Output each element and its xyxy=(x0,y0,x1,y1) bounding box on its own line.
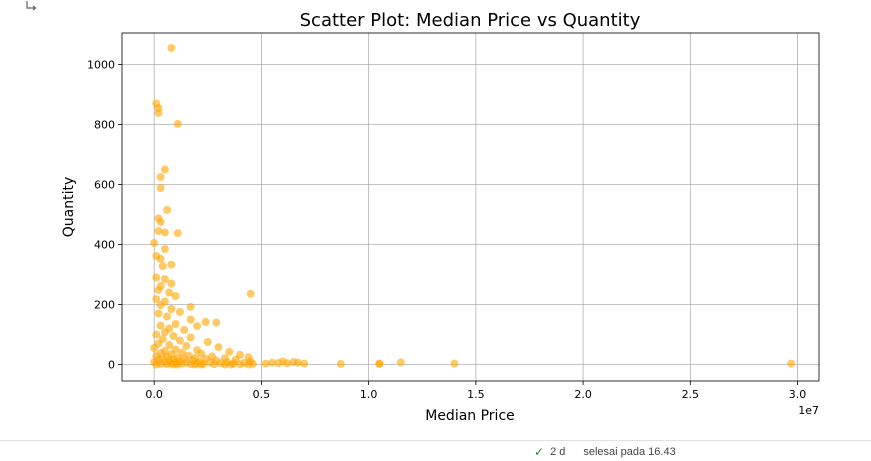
data-point xyxy=(212,318,221,327)
data-point xyxy=(152,295,161,304)
data-point xyxy=(160,245,169,253)
axis-ticks: 0.0 0.5 1.0 1.5 2.0 2.5 3.0 0 200 400 600 800 1000 xyxy=(87,59,806,402)
x-tick-label: 0.5 xyxy=(253,388,271,401)
data-point xyxy=(154,109,163,118)
data-point xyxy=(165,341,174,349)
data-point xyxy=(156,173,165,181)
data-point xyxy=(235,360,244,369)
y-tick-label: 200 xyxy=(94,299,115,312)
x-axis-label: Median Price xyxy=(425,408,515,424)
data-point xyxy=(156,321,165,330)
data-point xyxy=(150,239,159,247)
data-point xyxy=(152,330,161,339)
x-tick-label: 0.0 xyxy=(145,388,163,401)
data-point xyxy=(173,119,182,128)
data-point xyxy=(186,315,195,324)
x-tick-label: 1.0 xyxy=(360,388,378,401)
data-point xyxy=(160,165,169,174)
data-point xyxy=(182,341,191,350)
y-tick-label: 800 xyxy=(94,119,115,132)
data-point xyxy=(336,359,345,368)
data-point xyxy=(193,322,202,331)
data-point xyxy=(167,279,176,288)
data-point xyxy=(156,218,165,226)
data-point xyxy=(163,360,172,369)
y-tick-label: 400 xyxy=(94,239,115,252)
data-point xyxy=(160,328,169,337)
data-point xyxy=(190,360,199,369)
data-point xyxy=(450,359,459,368)
data-point xyxy=(167,44,176,52)
data-point xyxy=(175,308,184,316)
x-axis-offset-text: 1e7 xyxy=(798,404,819,417)
x-tick-label: 2.0 xyxy=(574,388,592,401)
data-point xyxy=(268,358,277,367)
data-point xyxy=(154,286,163,295)
data-point xyxy=(154,309,163,318)
data-point xyxy=(227,360,236,369)
data-point xyxy=(152,273,161,282)
output-arrow-icon xyxy=(26,1,37,11)
data-point xyxy=(197,360,206,369)
x-tick-label: 2.5 xyxy=(682,388,700,401)
scatter-chart: 0.0 0.5 1.0 1.5 2.0 2.5 3.0 0 200 400 600 800 1000 S… xyxy=(61,10,820,424)
data-point xyxy=(163,206,172,214)
data-point xyxy=(186,302,195,311)
data-point xyxy=(163,312,172,321)
data-point xyxy=(150,344,159,352)
y-tick-label: 1000 xyxy=(87,59,115,72)
data-point xyxy=(293,358,302,367)
data-point xyxy=(246,289,255,298)
x-tick-label: 3.0 xyxy=(789,388,807,401)
data-point xyxy=(396,358,405,367)
data-points xyxy=(150,44,796,369)
data-point xyxy=(300,359,309,368)
data-point xyxy=(173,229,182,238)
data-point xyxy=(203,338,212,346)
data-point xyxy=(167,305,176,313)
data-point xyxy=(201,317,210,326)
plot-frame xyxy=(121,32,820,382)
data-point xyxy=(214,343,223,352)
y-tick-label: 600 xyxy=(94,179,115,192)
data-point xyxy=(171,320,180,328)
data-point xyxy=(210,360,219,369)
y-tick-label: 0 xyxy=(108,359,115,372)
data-point xyxy=(175,336,184,345)
data-point xyxy=(165,288,174,297)
data-point xyxy=(225,347,234,356)
data-point xyxy=(158,262,167,271)
x-tick-label: 1.5 xyxy=(467,388,485,401)
data-point xyxy=(152,360,161,369)
cell-footer-divider xyxy=(0,440,871,441)
execution-finished-time: selesai pada 16.43 xyxy=(583,446,676,458)
data-point xyxy=(156,184,165,193)
chart-title: Scatter Plot: Median Price vs Quantity xyxy=(300,10,641,31)
data-point xyxy=(787,359,796,368)
data-point xyxy=(160,228,169,237)
grid-lines xyxy=(122,33,819,381)
data-point xyxy=(169,332,178,340)
data-point xyxy=(171,292,180,301)
y-axis-label: Quantity xyxy=(61,177,77,238)
execution-status: ✓ 2 d selesai pada 16.43 xyxy=(534,444,676,460)
data-point xyxy=(167,260,176,269)
data-point xyxy=(169,360,178,369)
data-point xyxy=(283,359,292,368)
data-point xyxy=(375,359,384,368)
data-point xyxy=(154,227,163,235)
data-point xyxy=(220,360,229,369)
data-point xyxy=(261,359,270,368)
data-point xyxy=(160,275,169,283)
data-point xyxy=(186,333,195,342)
data-point xyxy=(244,360,253,369)
data-point xyxy=(156,301,165,310)
data-point xyxy=(180,326,189,334)
data-point xyxy=(156,254,165,263)
execution-duration: 2 d xyxy=(550,446,566,458)
check-icon: ✓ xyxy=(534,445,545,459)
